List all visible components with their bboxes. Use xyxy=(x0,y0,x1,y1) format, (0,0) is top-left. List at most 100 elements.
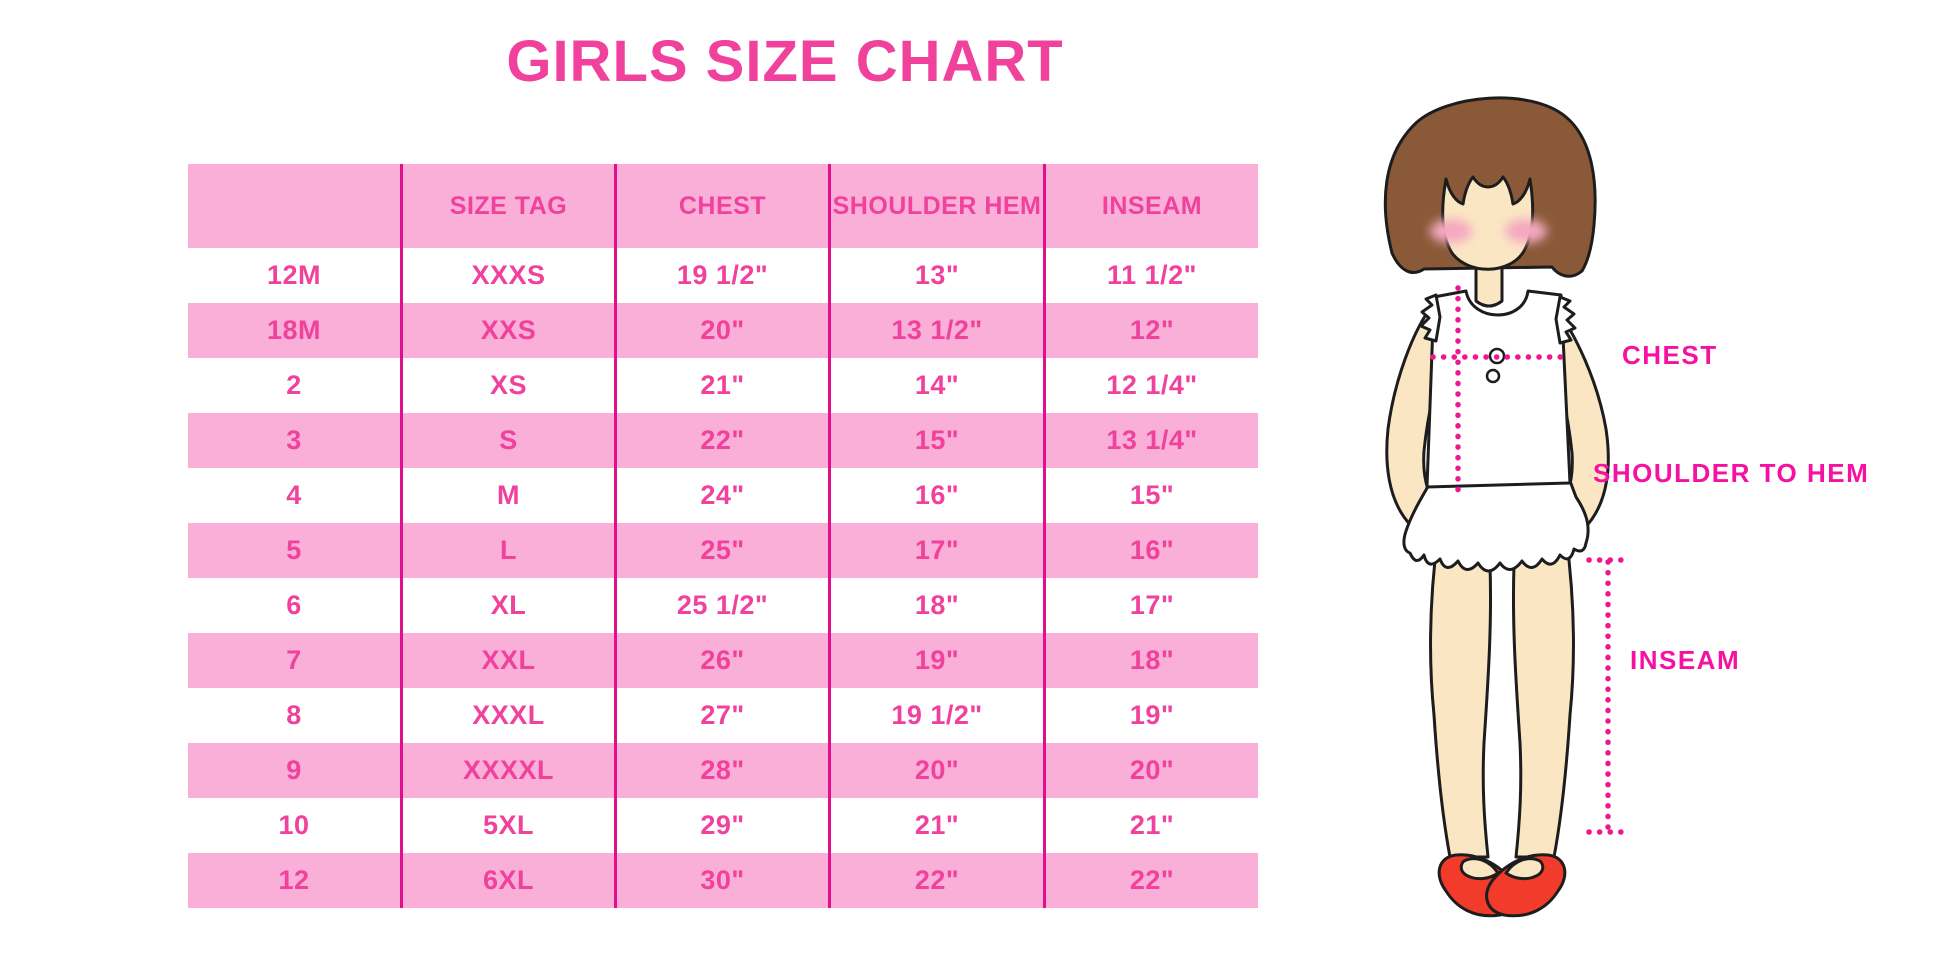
measurement-figure: CHEST SHOULDER TO HEM INSEAM xyxy=(1330,85,1946,973)
page-title: GIRLS SIZE CHART xyxy=(506,29,1064,94)
table-cell: 6 xyxy=(286,590,302,620)
table-cell: 22" xyxy=(614,413,828,468)
table-row-12m: 12M XXXS 19 1/2" 13" 11 1/2" xyxy=(188,248,1258,303)
column-header-shoulder-hem: SHOULDER HEM xyxy=(828,164,1043,248)
table-cell: 20" xyxy=(1043,743,1258,798)
table-row-18m: 18M XXS 20" 13 1/2" 12" xyxy=(188,303,1258,358)
table-cell: 20" xyxy=(614,303,828,358)
table-cell: 8 xyxy=(286,700,302,730)
table-cell: 4 xyxy=(286,480,302,510)
table-cell: 5 xyxy=(286,535,302,565)
table-row-9: 9 XXXXL 28" 20" 20" xyxy=(188,743,1258,798)
table-cell: 18M xyxy=(266,315,322,345)
table-cell: 12M xyxy=(266,260,322,290)
table-cell: 18" xyxy=(1043,633,1258,688)
table-cell: 25" xyxy=(614,523,828,578)
table-cell: 30" xyxy=(614,853,828,908)
table-cell: 21" xyxy=(1043,798,1258,853)
table-cell: 12" xyxy=(1043,303,1258,358)
size-table: SIZE TAG CHEST SHOULDER HEM INSEAM 12M XXXS 1… xyxy=(188,164,1258,908)
girl-shoe-right xyxy=(1485,853,1567,918)
table-cell: 15" xyxy=(1043,468,1258,523)
column-header-size-tag: SIZE TAG xyxy=(400,164,614,248)
girl-cheek-left xyxy=(1430,219,1472,243)
table-cell: 14" xyxy=(828,358,1043,413)
table-row-8: 8 XXXL 27" 19 1/2" 19" xyxy=(188,688,1258,743)
table-cell: 16" xyxy=(1043,523,1258,578)
girl-shoulder-ruffle-right xyxy=(1554,295,1577,345)
table-cell: 10 xyxy=(278,810,310,840)
girl-shoulder-ruffle-left xyxy=(1419,293,1442,343)
table-cell: 20" xyxy=(828,743,1043,798)
table-cell: 3 xyxy=(286,425,302,455)
table-cell: 18" xyxy=(828,578,1043,633)
table-row-2: 2 XS 21" 14" 12 1/4" xyxy=(188,358,1258,413)
girl-bodice xyxy=(1425,289,1572,489)
table-cell: 29" xyxy=(614,798,828,853)
girl-skirt-ruffle xyxy=(1402,479,1590,573)
table-cell: 11 1/2" xyxy=(1043,248,1258,303)
girl-leg-left xyxy=(1429,533,1493,859)
table-cell: 15" xyxy=(828,413,1043,468)
table-cell: 12 xyxy=(278,865,310,895)
table-cell: 22" xyxy=(1043,853,1258,908)
table-cell: XS xyxy=(400,358,614,413)
table-row-3: 3 S 22" 15" 13 1/4" xyxy=(188,413,1258,468)
chest-measurement-label: CHEST xyxy=(1622,340,1718,370)
inseam-measurement-label: INSEAM xyxy=(1630,645,1741,675)
column-header-inseam: INSEAM xyxy=(1043,164,1258,248)
table-cell: 12 1/4" xyxy=(1043,358,1258,413)
table-cell: L xyxy=(400,523,614,578)
column-header-size xyxy=(188,164,400,248)
table-cell: XXXL xyxy=(400,688,614,743)
table-cell: 21" xyxy=(614,358,828,413)
table-cell: 27" xyxy=(614,688,828,743)
table-row-7: 7 XXL 26" 19" 18" xyxy=(188,633,1258,688)
table-cell: 7 xyxy=(286,645,302,675)
table-cell: XXXXL xyxy=(400,743,614,798)
table-cell: 25 1/2" xyxy=(614,578,828,633)
column-header-chest: CHEST xyxy=(614,164,828,248)
table-cell: 19 1/2" xyxy=(828,688,1043,743)
table-cell: 19" xyxy=(1043,688,1258,743)
shoulder-to-hem-measurement-label: SHOULDER TO HEM xyxy=(1593,458,1870,488)
table-cell: XXS xyxy=(400,303,614,358)
girl-cheek-right xyxy=(1505,219,1547,243)
table-cell: XL xyxy=(400,578,614,633)
table-cell: 19 1/2" xyxy=(614,248,828,303)
table-cell: 5XL xyxy=(400,798,614,853)
table-cell: 21" xyxy=(828,798,1043,853)
girl-illustration xyxy=(1383,96,1630,918)
table-cell: XXXS xyxy=(400,248,614,303)
table-cell: XXL xyxy=(400,633,614,688)
table-header-row: SIZE TAG CHEST SHOULDER HEM INSEAM xyxy=(188,164,1258,248)
table-cell: 17" xyxy=(828,523,1043,578)
girl-face xyxy=(1441,175,1535,271)
table-cell: M xyxy=(400,468,614,523)
bodice-button-bottom xyxy=(1485,368,1501,384)
table-cell: 22" xyxy=(828,853,1043,908)
table-row-5: 5 L 25" 17" 16" xyxy=(188,523,1258,578)
table-cell: 16" xyxy=(828,468,1043,523)
table-row-10: 10 5XL 29" 21" 21" xyxy=(188,798,1258,853)
table-cell: 28" xyxy=(614,743,828,798)
table-row-4: 4 M 24" 16" 15" xyxy=(188,468,1258,523)
table-cell: 17" xyxy=(1043,578,1258,633)
table-cell: 26" xyxy=(614,633,828,688)
table-cell: 24" xyxy=(614,468,828,523)
table-cell: 13 1/4" xyxy=(1043,413,1258,468)
table-cell: 2 xyxy=(286,370,302,400)
table-cell: 13 1/2" xyxy=(828,303,1043,358)
table-cell: S xyxy=(400,413,614,468)
table-row-12: 12 6XL 30" 22" 22" xyxy=(188,853,1258,908)
table-body: 12M XXXS 19 1/2" 13" 11 1/2" 18M XXS 20" 13 1/2"… xyxy=(188,248,1258,908)
girl-leg-right xyxy=(1511,533,1575,859)
table-cell: 19" xyxy=(828,633,1043,688)
girl-shoe-right-opening xyxy=(1504,857,1545,881)
table-cell: 6XL xyxy=(400,853,614,908)
table-row-6: 6 XL 25 1/2" 18" 17" xyxy=(188,578,1258,633)
table-cell: 13" xyxy=(828,248,1043,303)
girl-shoe-left-opening xyxy=(1459,857,1500,881)
table-cell: 9 xyxy=(286,755,302,785)
